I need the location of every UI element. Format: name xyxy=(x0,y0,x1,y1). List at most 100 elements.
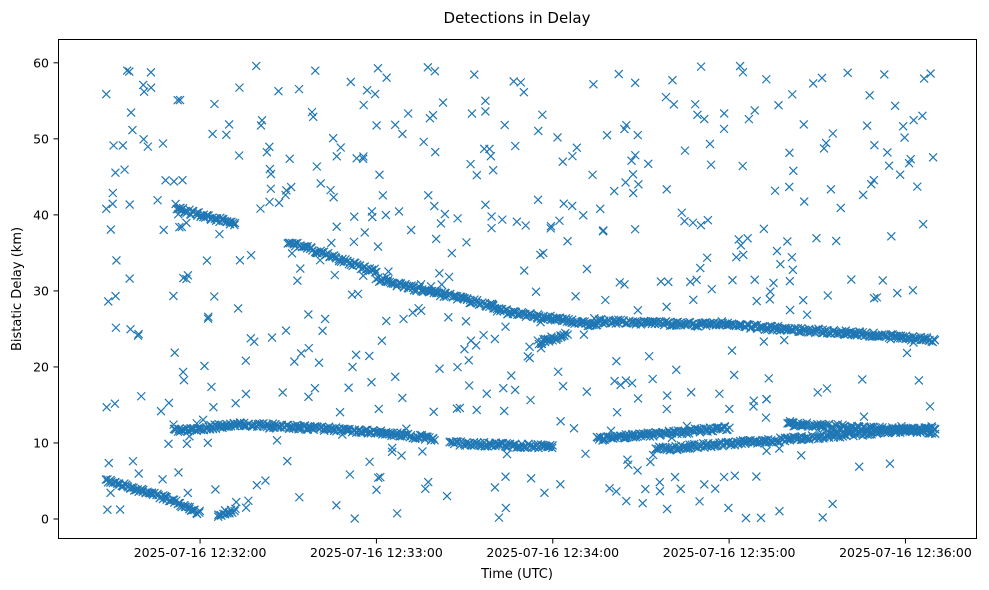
data-point xyxy=(345,470,355,479)
data-point xyxy=(401,424,411,434)
data-point xyxy=(598,226,608,236)
y-tick-label: 60 xyxy=(33,55,49,70)
data-point xyxy=(611,486,621,496)
data-point xyxy=(670,472,680,482)
data-point xyxy=(656,277,666,287)
data-point xyxy=(330,270,340,280)
data-point xyxy=(919,74,929,83)
data-point xyxy=(488,165,498,175)
data-point xyxy=(917,111,927,121)
data-point xyxy=(423,477,433,487)
data-point xyxy=(304,343,314,353)
data-point xyxy=(719,472,729,482)
data-point xyxy=(736,240,746,250)
data-point xyxy=(487,212,497,221)
data-point xyxy=(490,483,500,492)
data-point xyxy=(615,277,625,287)
data-point xyxy=(432,288,441,298)
data-point xyxy=(225,217,235,227)
data-point xyxy=(509,76,519,86)
data-point xyxy=(203,314,213,324)
data-point xyxy=(479,144,489,154)
data-point xyxy=(159,225,169,235)
data-point xyxy=(560,331,569,341)
data-point xyxy=(453,213,463,223)
data-point xyxy=(886,231,896,241)
data-point xyxy=(128,125,137,135)
y-tick-label: 30 xyxy=(33,283,49,298)
data-point xyxy=(337,430,347,439)
data-point xyxy=(502,449,512,459)
data-point xyxy=(878,276,888,285)
data-point xyxy=(174,467,183,477)
data-point xyxy=(857,375,867,384)
data-point xyxy=(181,218,191,228)
data-point xyxy=(472,170,482,180)
data-point xyxy=(399,314,408,324)
data-point xyxy=(526,473,536,483)
data-point xyxy=(423,62,433,72)
data-point xyxy=(775,506,784,516)
data-point xyxy=(125,483,135,493)
x-tick-label: 2025-07-16 12:36:00 xyxy=(839,545,972,560)
data-point xyxy=(738,161,748,171)
data-point xyxy=(648,374,658,384)
data-point xyxy=(161,175,170,185)
data-point xyxy=(556,330,565,340)
data-point xyxy=(174,222,184,232)
data-point xyxy=(680,146,690,156)
data-point xyxy=(621,178,630,187)
data-point xyxy=(314,358,324,368)
data-point xyxy=(272,435,282,445)
data-point xyxy=(770,186,780,196)
data-point xyxy=(104,458,114,468)
data-point xyxy=(688,295,698,305)
data-point xyxy=(692,275,702,285)
data-point xyxy=(264,142,274,152)
data-point xyxy=(630,78,640,88)
x-tick-label: 2025-07-16 12:33:00 xyxy=(310,545,443,560)
data-point xyxy=(831,236,841,246)
data-point xyxy=(559,199,569,209)
data-point xyxy=(256,121,266,130)
data-point xyxy=(661,92,671,102)
data-point xyxy=(278,388,288,397)
data-point xyxy=(533,126,543,136)
data-point xyxy=(711,440,720,450)
data-point xyxy=(428,110,438,120)
data-point xyxy=(146,67,156,77)
data-point xyxy=(479,330,489,340)
data-point xyxy=(537,110,547,120)
data-point xyxy=(315,255,325,265)
data-point xyxy=(685,277,695,287)
data-point xyxy=(153,195,163,205)
data-point xyxy=(241,356,251,366)
data-point xyxy=(264,423,274,433)
data-point xyxy=(367,377,376,387)
data-point xyxy=(487,223,496,233)
data-point xyxy=(351,350,361,360)
data-point xyxy=(382,272,392,282)
data-point xyxy=(447,248,457,258)
data-point xyxy=(146,83,156,93)
data-point xyxy=(796,450,806,460)
data-point xyxy=(436,219,446,228)
data-point xyxy=(417,447,427,456)
data-point xyxy=(531,287,541,297)
data-point xyxy=(453,362,462,372)
data-point xyxy=(558,381,568,391)
data-point xyxy=(688,218,698,228)
data-point xyxy=(707,284,717,294)
data-point xyxy=(930,335,940,345)
data-point xyxy=(231,497,241,507)
data-point xyxy=(785,276,795,286)
data-point xyxy=(719,124,729,134)
data-point xyxy=(397,451,406,460)
data-point xyxy=(282,456,292,466)
data-point xyxy=(928,152,938,162)
data-point xyxy=(156,406,166,416)
data-point xyxy=(377,336,387,346)
data-point xyxy=(364,351,374,361)
data-point xyxy=(619,124,629,134)
data-point xyxy=(202,256,212,265)
